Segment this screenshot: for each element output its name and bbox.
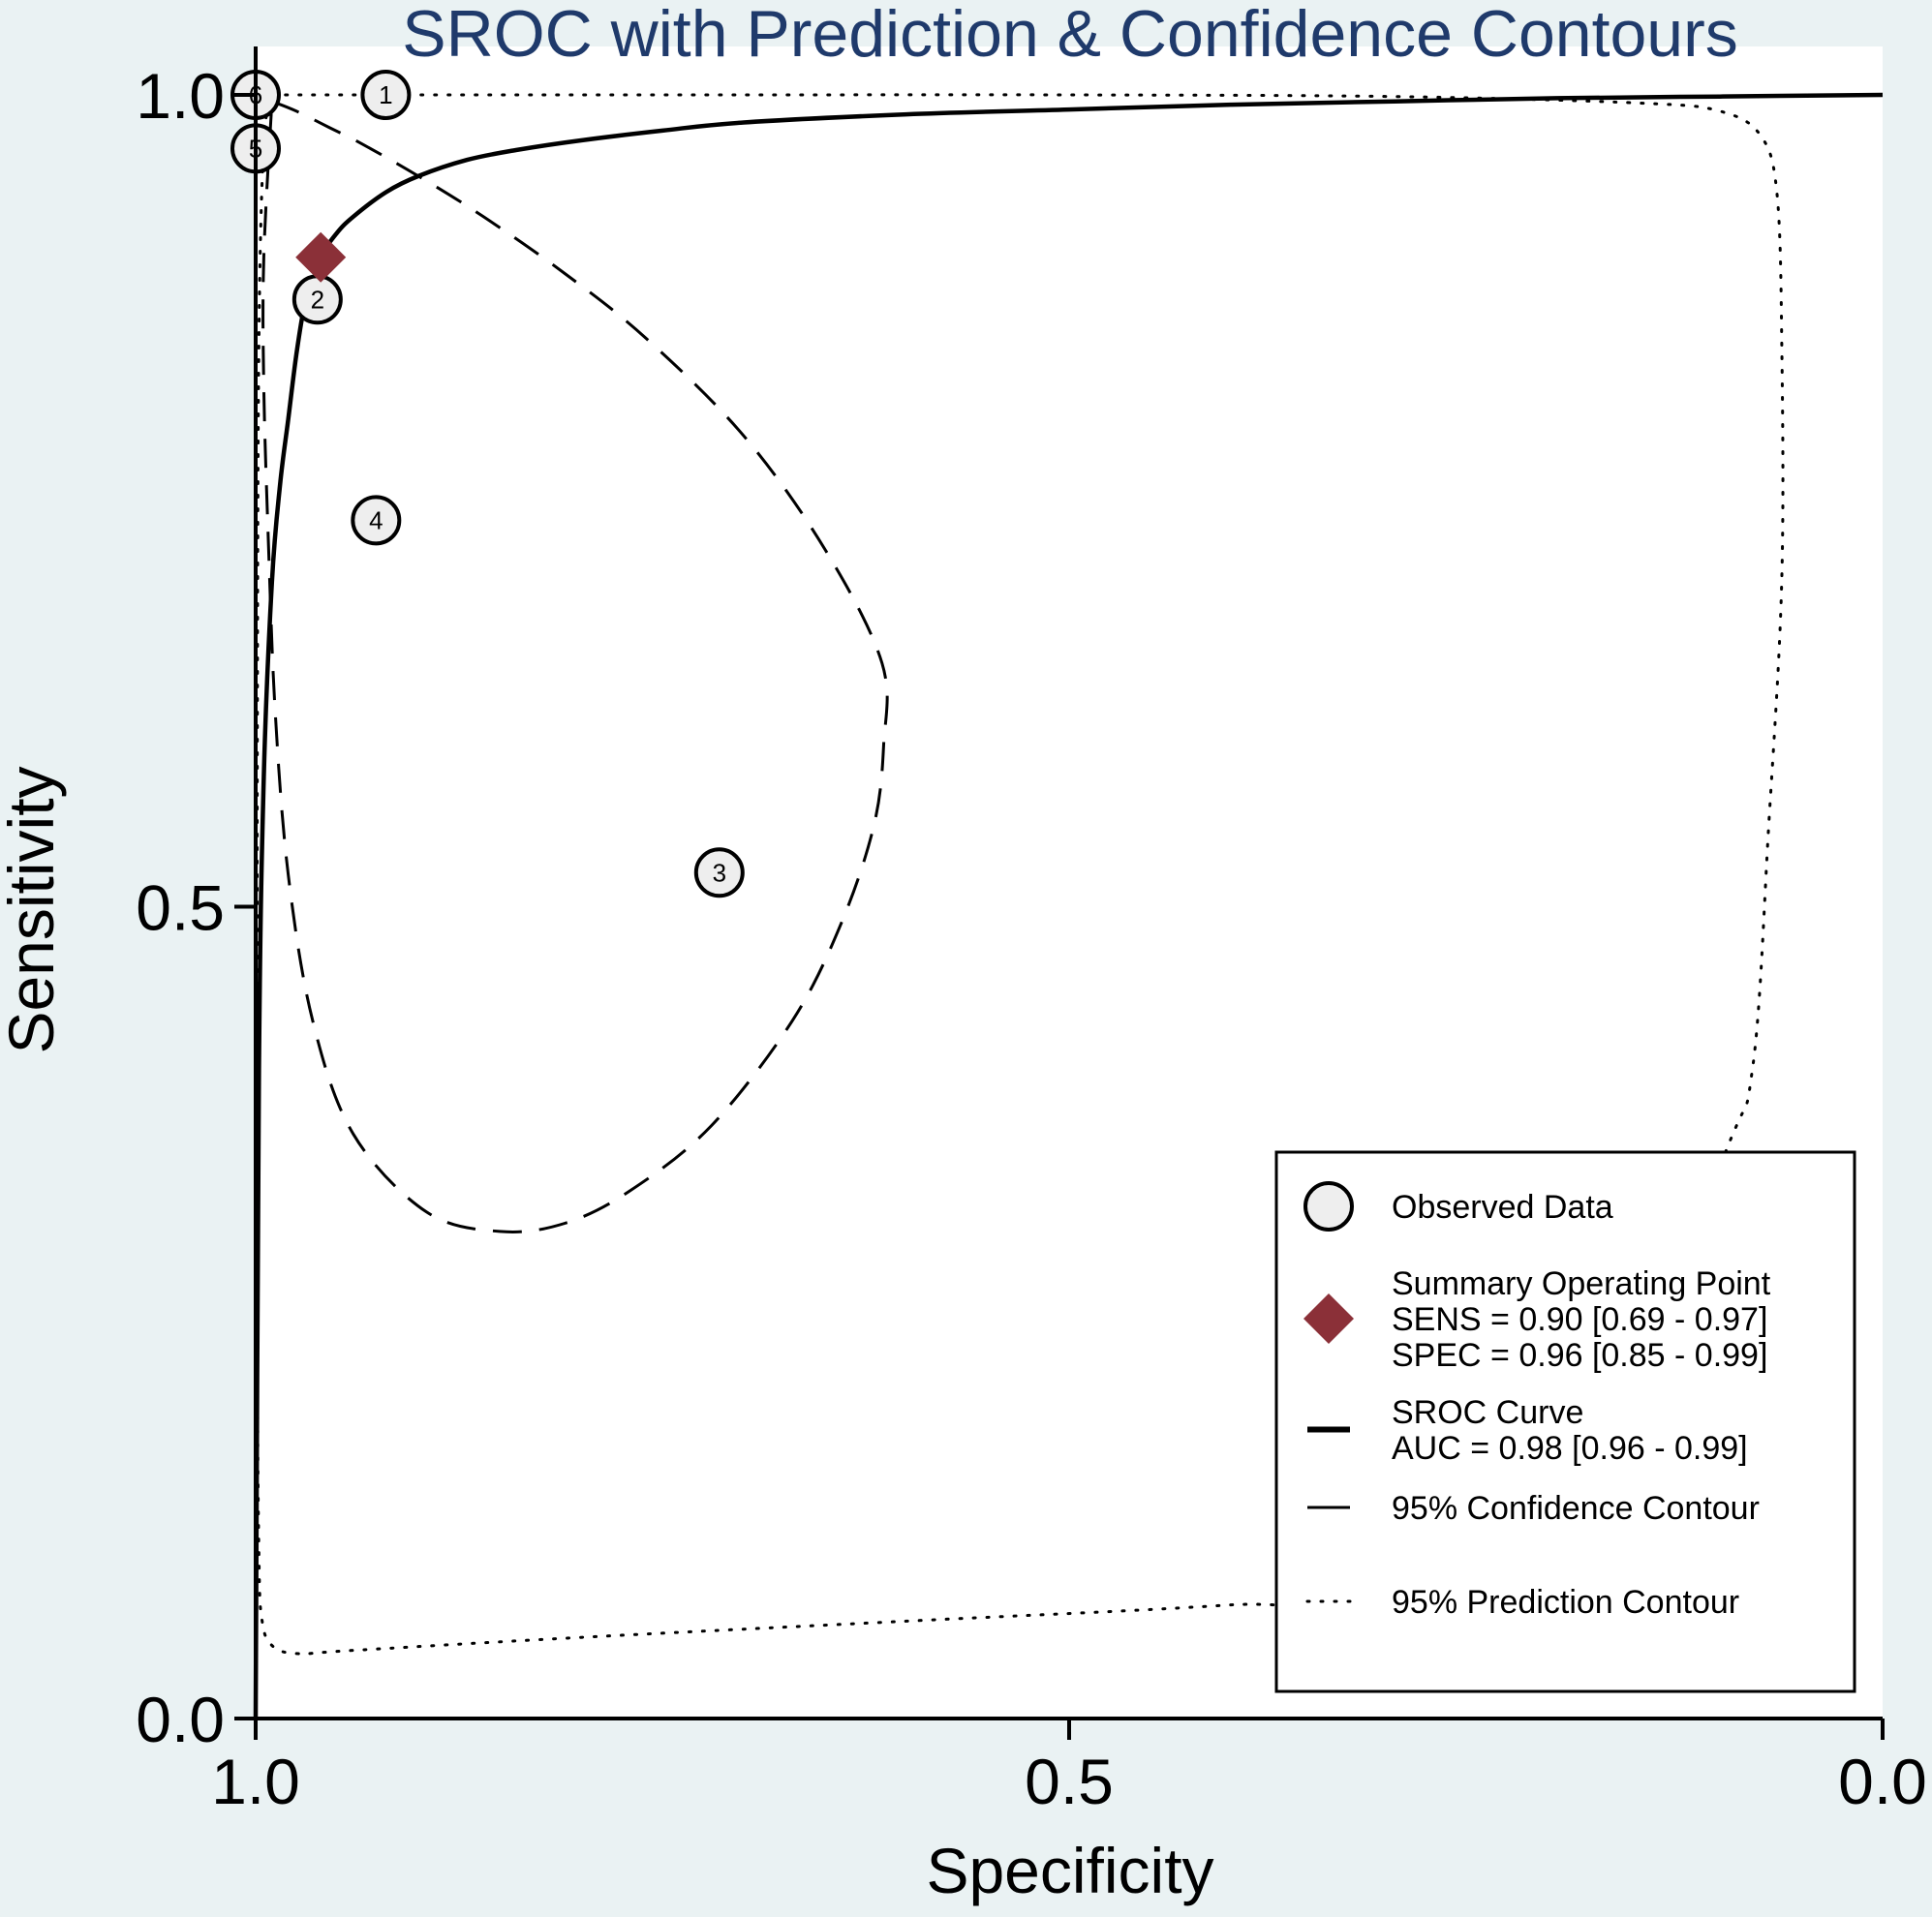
legend: Observed Data Summary Operating PointSENS… bbox=[1274, 1150, 1856, 1693]
y-tick-label: 1.0 bbox=[136, 60, 225, 132]
observed-point bbox=[693, 847, 745, 898]
legend-text: Summary Operating Point bbox=[1392, 1265, 1771, 1302]
legend-text: SROC Curve bbox=[1392, 1394, 1583, 1431]
legend-text: 95% Confidence Contour bbox=[1392, 1490, 1760, 1527]
observed-point-label: 2 bbox=[311, 285, 324, 314]
legend-box bbox=[1274, 1150, 1856, 1693]
markers-layer: 123456 bbox=[230, 70, 745, 898]
sroc-curve bbox=[253, 92, 1884, 1719]
observed-point bbox=[351, 495, 402, 546]
legend-text: 95% Prediction Contour bbox=[1392, 1584, 1739, 1621]
legend-diamond-symbol bbox=[1303, 1293, 1354, 1344]
legend-text: AUC = 0.98 [0.96 - 0.99] bbox=[1392, 1430, 1748, 1467]
observed-point-label: 4 bbox=[369, 505, 383, 534]
legend-text: Observed Data bbox=[1392, 1189, 1613, 1226]
observed-point bbox=[360, 70, 412, 120]
observed-point-label: 3 bbox=[713, 858, 726, 887]
summary-operating-point bbox=[295, 231, 347, 283]
chart-title: SROC with Prediction & Confidence Contou… bbox=[402, 0, 1738, 71]
x-tick-label: 0.5 bbox=[1025, 1746, 1114, 1817]
x-tick-label: 0.0 bbox=[1838, 1746, 1927, 1817]
y-axis-label: Sensitivity bbox=[0, 766, 67, 1053]
x-tick-label: 1.0 bbox=[211, 1746, 300, 1817]
y-tick-label: 0.0 bbox=[136, 1684, 225, 1755]
x-axis-label: Specificity bbox=[926, 1835, 1213, 1906]
legend-circle-symbol bbox=[1303, 1181, 1354, 1232]
legend-text: SPEC = 0.96 [0.85 - 0.99] bbox=[1392, 1337, 1767, 1374]
legend-text: SENS = 0.90 [0.69 - 0.97] bbox=[1392, 1301, 1767, 1338]
ticks-layer: 1.0 0.5 0.0 0.0 0.5 1.0 bbox=[136, 60, 1927, 1817]
y-tick-label: 0.5 bbox=[136, 872, 225, 944]
observed-point-label: 1 bbox=[379, 80, 392, 109]
